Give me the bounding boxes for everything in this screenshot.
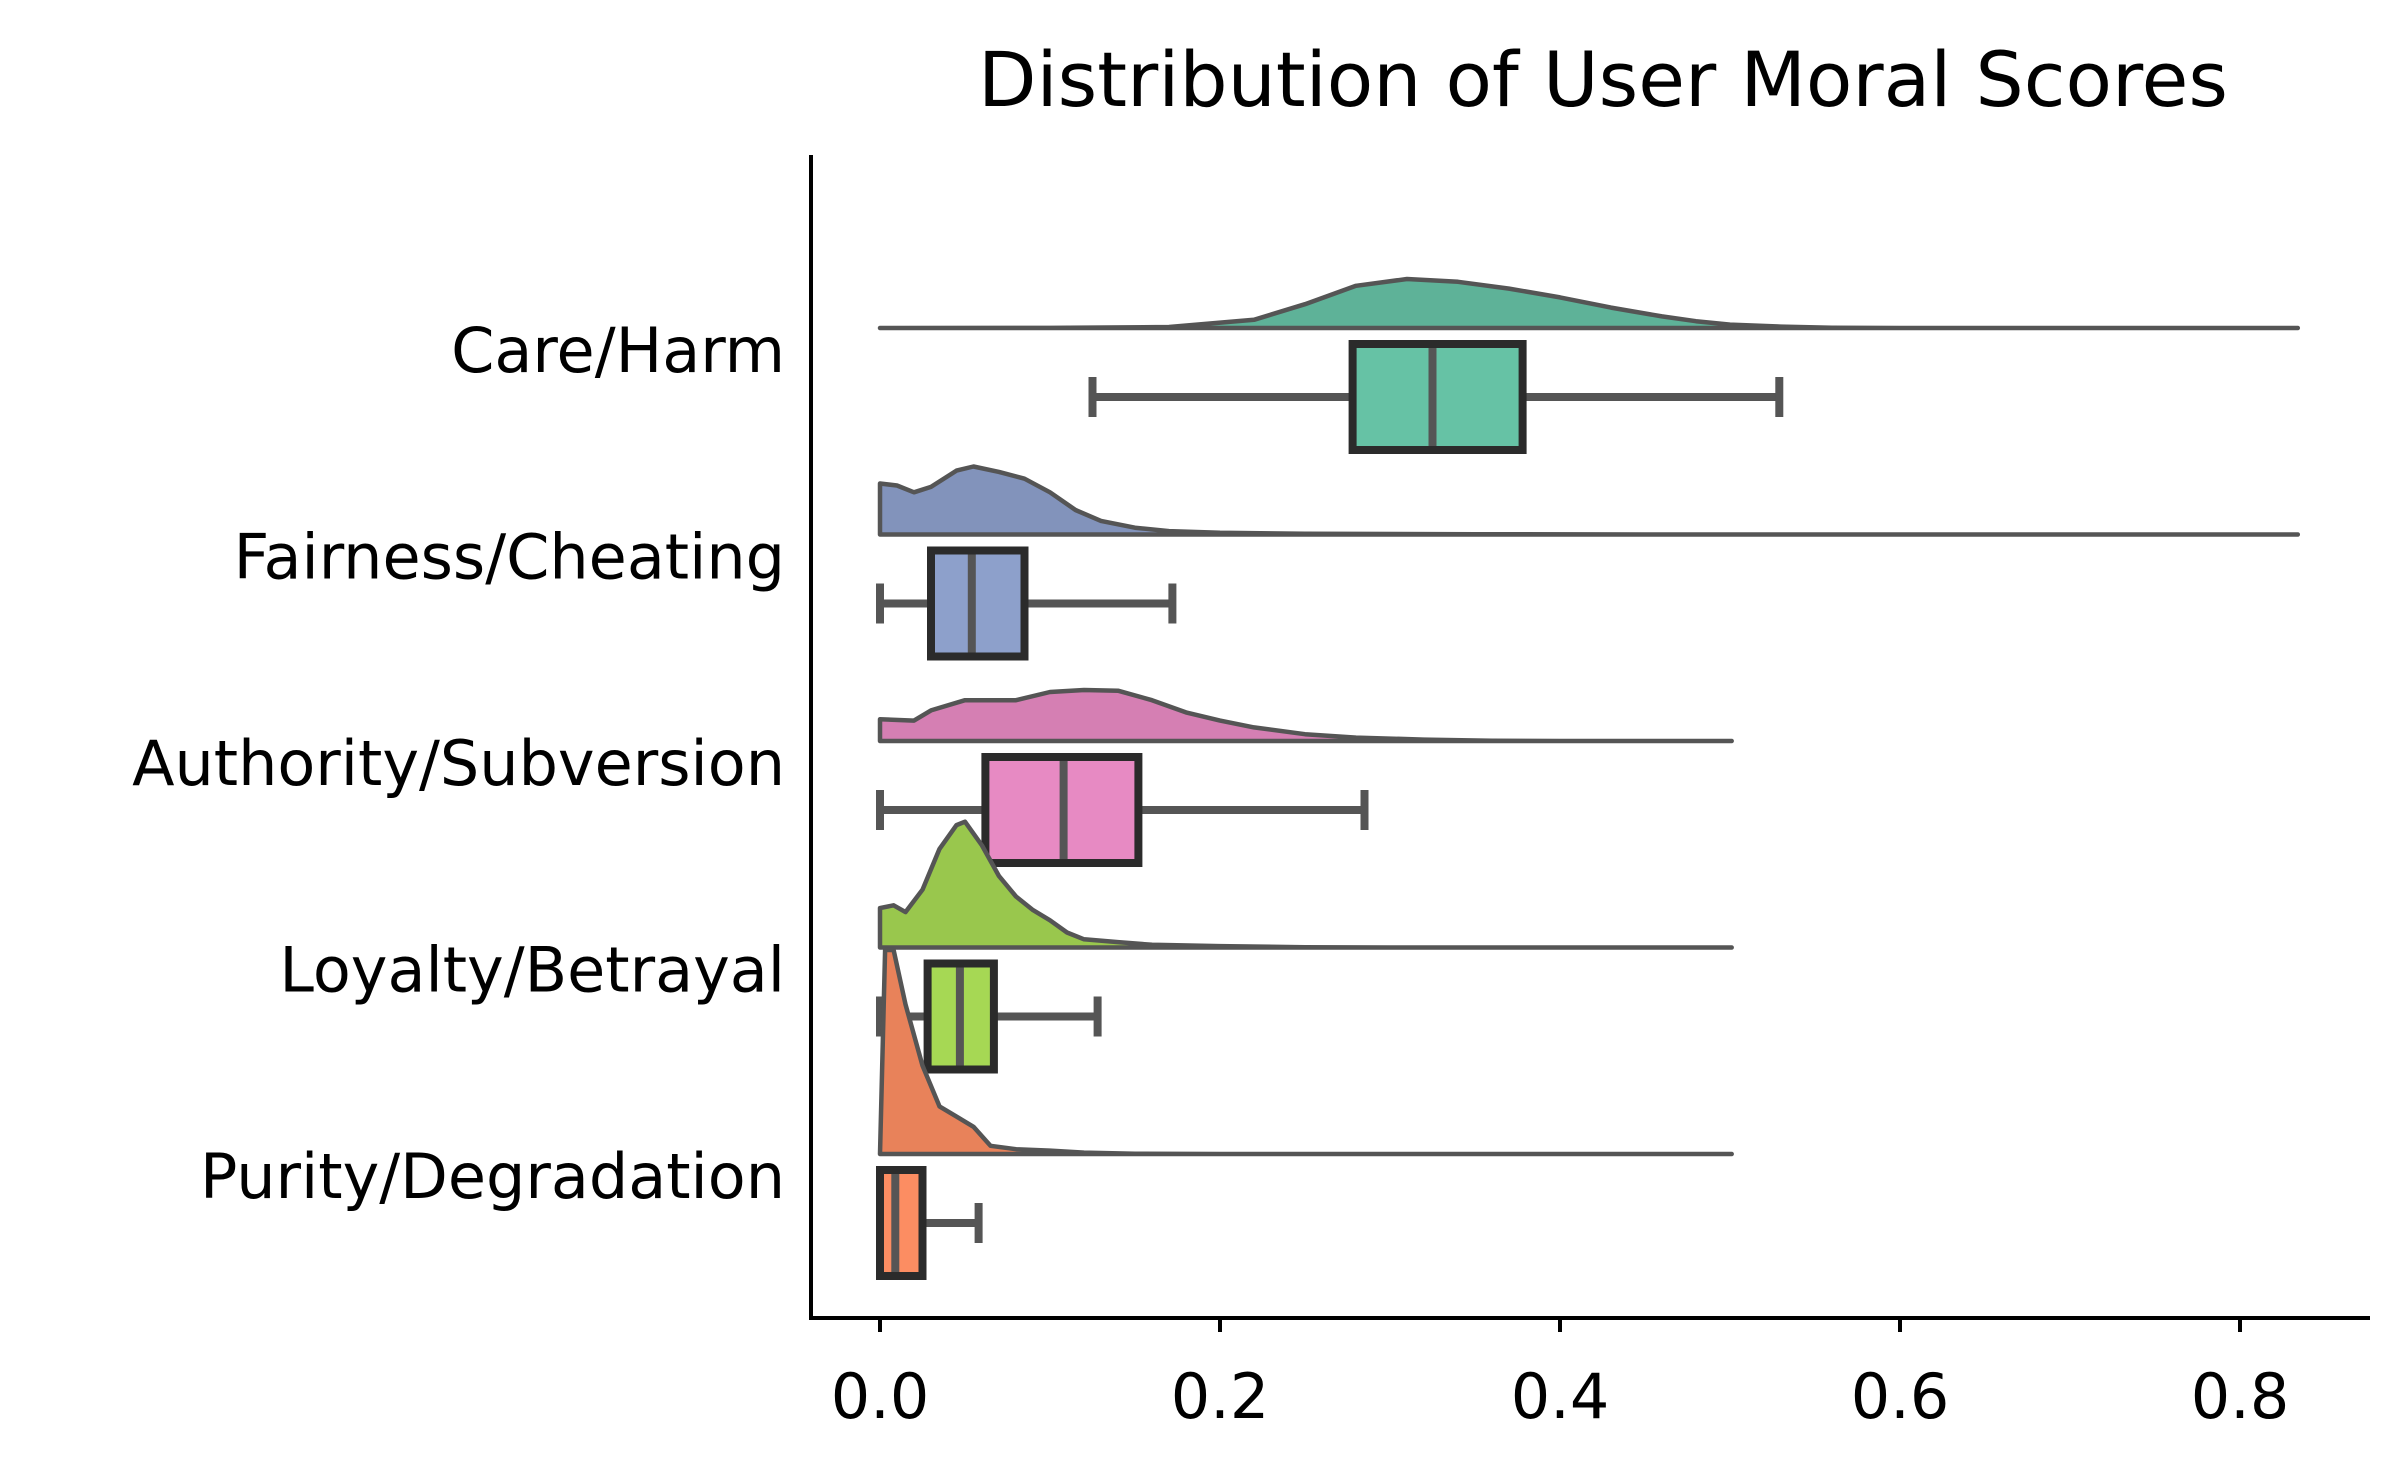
- box-iqr: [876, 1166, 927, 1280]
- x-tick-label: 0.4: [1511, 1360, 1610, 1433]
- x-tick-label: 0.6: [1851, 1360, 1950, 1433]
- x-tick-label: 0.2: [1171, 1360, 1270, 1433]
- density-cloud: [877, 947, 1734, 1157]
- y-tick-label: Loyalty/Betrayal: [279, 934, 785, 1007]
- y-tick-label: Purity/Degradation: [200, 1140, 785, 1213]
- box-iqr: [1348, 340, 1527, 454]
- x-tick-label: 0.0: [831, 1360, 930, 1433]
- chart-title: Distribution of User Moral Scores: [978, 35, 2228, 124]
- density-cloud: [877, 276, 2301, 331]
- box-iqr: [927, 546, 1029, 661]
- series-group-4: Loyalty/Betrayal: [279, 819, 1734, 1074]
- density-cloud: [877, 819, 1734, 950]
- density-cloud: [877, 687, 1734, 744]
- y-tick-label: Care/Harm: [451, 314, 785, 387]
- x-tick-label: 0.8: [2191, 1360, 2290, 1433]
- y-tick-label: Fairness/Cheating: [234, 521, 785, 594]
- plot-area: Care/Harm Fairness/Cheating Authority/Subv…: [132, 155, 2370, 1433]
- y-tick-label: Authority/Subversion: [132, 727, 785, 800]
- series-group-1: Care/Harm: [451, 276, 2301, 454]
- series-group-3: Authority/Subversion: [132, 687, 1734, 867]
- series-group-2: Fairness/Cheating: [234, 464, 2301, 661]
- density-cloud: [877, 464, 2301, 537]
- series-group-5: Purity/Degradation: [200, 947, 1734, 1280]
